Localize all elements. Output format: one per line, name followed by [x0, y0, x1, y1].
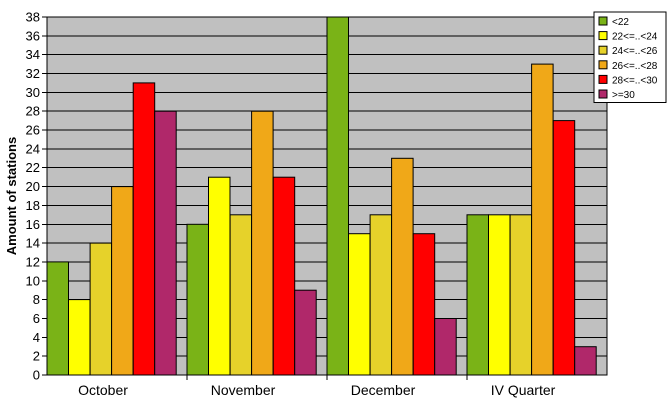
x-category-label: IV Quarter [491, 382, 556, 398]
x-category-label: November [211, 382, 276, 398]
bar [412, 233, 436, 376]
y-tick-label: 2 [33, 349, 40, 364]
y-tick-label: 6 [33, 311, 40, 326]
legend-swatch [598, 60, 608, 70]
bar [154, 110, 177, 376]
y-axis-label: Amount of stations [4, 137, 19, 255]
bar [466, 214, 489, 376]
y-tick-label: 16 [26, 217, 40, 232]
y-tick-label: 12 [26, 254, 40, 269]
bar [574, 346, 597, 376]
y-tick-label: 0 [33, 368, 40, 383]
plot-frame [46, 16, 608, 376]
legend-label: 28<=..<30 [612, 75, 658, 86]
bar [434, 318, 457, 376]
x-category-labels: October November December IV Quarter [78, 382, 556, 398]
legend-label: >=30 [612, 90, 635, 101]
bar [208, 176, 231, 376]
y-tick-label: 26 [26, 123, 40, 138]
y-tick-label: 18 [26, 198, 40, 213]
bar [46, 261, 69, 376]
legend-box [593, 11, 667, 104]
bar [229, 214, 253, 376]
bar [488, 214, 511, 376]
legend-swatch [598, 16, 608, 26]
legend-label: <22 [612, 17, 629, 28]
axes [46, 16, 608, 376]
bar [391, 157, 414, 376]
legend: <22 22<=..<24 24<=..<26 26<=..<28 28<=..<30 >… [593, 11, 667, 104]
bar [272, 176, 296, 376]
bars [46, 16, 597, 376]
y-tick-label: 4 [33, 330, 40, 345]
bar [326, 16, 349, 376]
y-tick-label: 10 [26, 273, 40, 288]
bar [531, 63, 554, 376]
bar [369, 214, 393, 376]
y-tick-label: 30 [26, 85, 40, 100]
y-tick-label: 22 [26, 160, 40, 175]
y-tick-label: 14 [26, 236, 40, 251]
bar [251, 110, 274, 376]
y-tick-label: 8 [33, 292, 40, 307]
bar [509, 214, 533, 376]
x-category-label: December [351, 382, 416, 398]
bar [132, 82, 156, 376]
bar [552, 120, 576, 376]
y-tick-label: 38 [26, 10, 40, 25]
bar [348, 233, 371, 376]
bar [89, 242, 113, 376]
bar [111, 186, 134, 376]
y-tick-label: 28 [26, 104, 40, 119]
legend-swatch [598, 89, 608, 99]
bar [294, 289, 317, 376]
y-tick-label: 24 [26, 141, 40, 156]
legend-swatch [598, 31, 608, 41]
legend-label: 22<=..<24 [612, 32, 658, 43]
legend-swatch [598, 45, 608, 55]
y-tick-label: 36 [26, 28, 40, 43]
bar [186, 223, 209, 376]
y-tick-label: 20 [26, 179, 40, 194]
y-tick-label: 34 [26, 47, 40, 62]
x-category-label: October [78, 382, 128, 398]
legend-label: 26<=..<28 [612, 61, 658, 72]
bar [68, 299, 91, 376]
legend-label: 24<=..<26 [612, 46, 658, 57]
y-tick-label: 32 [26, 66, 40, 81]
legend-swatch [598, 74, 608, 84]
